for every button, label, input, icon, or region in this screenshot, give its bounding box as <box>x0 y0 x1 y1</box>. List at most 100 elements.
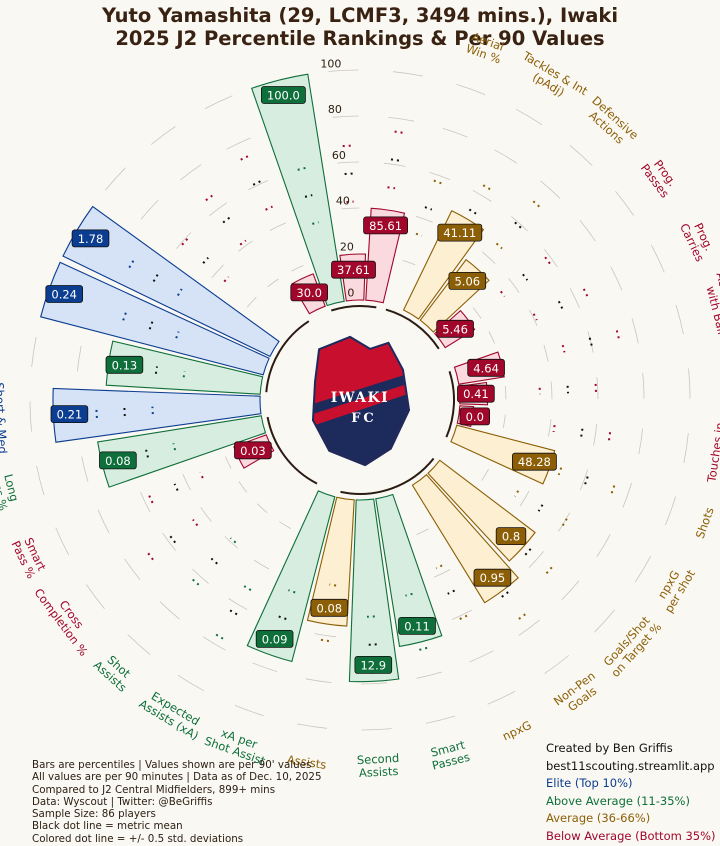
std-dot-line <box>146 551 154 561</box>
metric-label: AerialWin % <box>464 29 507 67</box>
svg-text:5.46: 5.46 <box>442 322 468 336</box>
ring-arc-100 <box>456 84 486 95</box>
metric-label: Short & MedPass % <box>0 382 10 455</box>
value-label: 0.24 <box>45 285 83 303</box>
value-label: 4.64 <box>467 358 505 377</box>
value-label: 12.9 <box>354 656 393 674</box>
mean-dot-line <box>202 257 209 264</box>
mean-dot-line <box>169 535 176 544</box>
ring-arc-20 <box>279 521 292 529</box>
std-dot-line <box>205 194 214 202</box>
svg-text:85.61: 85.61 <box>369 219 402 233</box>
footer-line: Data: Wyscout | Twitter: @BeGriffis <box>32 795 213 808</box>
svg-text:0.0: 0.0 <box>466 410 484 424</box>
ring-arc-60 <box>579 469 588 491</box>
ring-arc-100 <box>516 108 543 126</box>
chart-title-line-1: Yuto Yamashita (29, LCMF3, 3494 mins.), … <box>101 4 619 27</box>
mean-dot-line <box>252 180 262 186</box>
metric-label: ShotAssists <box>91 648 138 695</box>
ring-arc-40 <box>508 278 520 293</box>
svg-text:0.95: 0.95 <box>480 571 506 585</box>
ring-arc-100 <box>296 723 327 729</box>
ring-arc-60 <box>587 331 594 353</box>
std-dot-line <box>582 288 589 298</box>
footer-line: Compared to J2 Central Midfielders, 899+… <box>32 783 276 796</box>
value-label: 100.0 <box>260 86 306 104</box>
mean-dot-line <box>278 615 287 620</box>
metric-label: SecondAssists <box>357 751 401 780</box>
svg-text:12.9: 12.9 <box>360 658 386 672</box>
ring-arc-80 <box>596 534 611 558</box>
ring-arc-60 <box>569 288 580 309</box>
ring-arc-80 <box>469 650 494 663</box>
svg-text:0.03: 0.03 <box>240 444 266 458</box>
ring-arc-100 <box>675 304 684 335</box>
std-dot-line <box>544 566 553 575</box>
group-bracket-arc <box>385 308 440 350</box>
ring-arc-100 <box>425 715 456 724</box>
ring-arc-80 <box>252 662 278 672</box>
metric-label: Tackles & Int(pAdj) <box>513 48 591 109</box>
std-dot-line <box>223 276 230 283</box>
svg-text:41.11: 41.11 <box>443 226 476 240</box>
mean-dot-line <box>210 557 218 565</box>
ring-arc-80 <box>561 580 580 601</box>
ring-arc-100 <box>361 728 392 731</box>
svg-text:0.21: 0.21 <box>57 408 83 422</box>
value-label: 0.03 <box>234 441 272 460</box>
metric-bar <box>246 490 336 663</box>
value-label: 85.61 <box>363 216 409 235</box>
legend-above-average: Above Average (11-35%) <box>546 793 690 808</box>
std-dot-line <box>191 578 200 586</box>
ring-arc-40 <box>253 559 270 570</box>
std-dot-line <box>405 592 413 597</box>
metric-label: Assists <box>286 752 327 772</box>
ring-arc-100 <box>615 190 634 216</box>
chart-title: Yuto Yamashita (29, LCMF3, 3494 mins.), … <box>0 4 720 50</box>
ring-arc-40 <box>550 381 553 400</box>
chart-title-line-2: 2025 J2 Percentile Rankings & Per 90 Val… <box>115 27 605 50</box>
value-label: 0.13 <box>105 355 144 374</box>
ring-arc-60 <box>451 609 472 620</box>
ring-arc-100 <box>150 126 176 145</box>
ring-arc-80 <box>226 137 251 150</box>
ring-arc-80 <box>81 456 89 482</box>
ring-tick-label: 100 <box>320 57 341 70</box>
mean-dot-line <box>145 449 149 458</box>
ring-arc-100 <box>55 527 69 556</box>
metric-label: Goals/Shoton Target % <box>599 611 665 680</box>
ring-arc-40 <box>224 536 239 549</box>
value-label: 5.06 <box>448 271 487 290</box>
value-labels: 41.11 5.06 5.46 4.64 0.41 0.0 48.28 0.8 0.95 0.11… <box>45 86 557 674</box>
metric-label: LongPass % <box>0 467 23 512</box>
ring-arc-100 <box>36 465 45 496</box>
ring-arc-40 <box>211 264 224 279</box>
ring-arc-80 <box>202 636 226 651</box>
metric-bar <box>40 261 270 376</box>
std-dot-line <box>417 646 428 652</box>
metric-label: Prog.Passes <box>638 153 683 200</box>
std-dot-line <box>500 290 506 298</box>
ring-arc-60 <box>337 161 360 164</box>
value-label: 48.28 <box>512 452 557 471</box>
ring-arc-100 <box>204 95 233 109</box>
ring-arc-80 <box>416 671 442 679</box>
value-label: 0.8 <box>495 527 527 545</box>
value-label: 0.95 <box>473 568 512 587</box>
mean-dot-line <box>500 591 509 599</box>
ring-arc-60 <box>528 551 544 568</box>
mean-dot-line <box>304 194 313 198</box>
ring-arc-100 <box>393 71 424 77</box>
ring-arc-20 <box>502 414 506 428</box>
mean-dot-line <box>468 208 477 215</box>
ring-arc-100 <box>665 496 676 526</box>
value-label: 0.08 <box>99 451 137 470</box>
std-dot-line <box>433 179 442 185</box>
ring-arc-80 <box>124 558 141 580</box>
ring-arc-100 <box>634 556 652 583</box>
std-dot-line <box>320 638 330 642</box>
std-dot-line <box>288 589 296 594</box>
metric-bar <box>52 387 262 443</box>
ring-arc-100 <box>29 401 32 432</box>
